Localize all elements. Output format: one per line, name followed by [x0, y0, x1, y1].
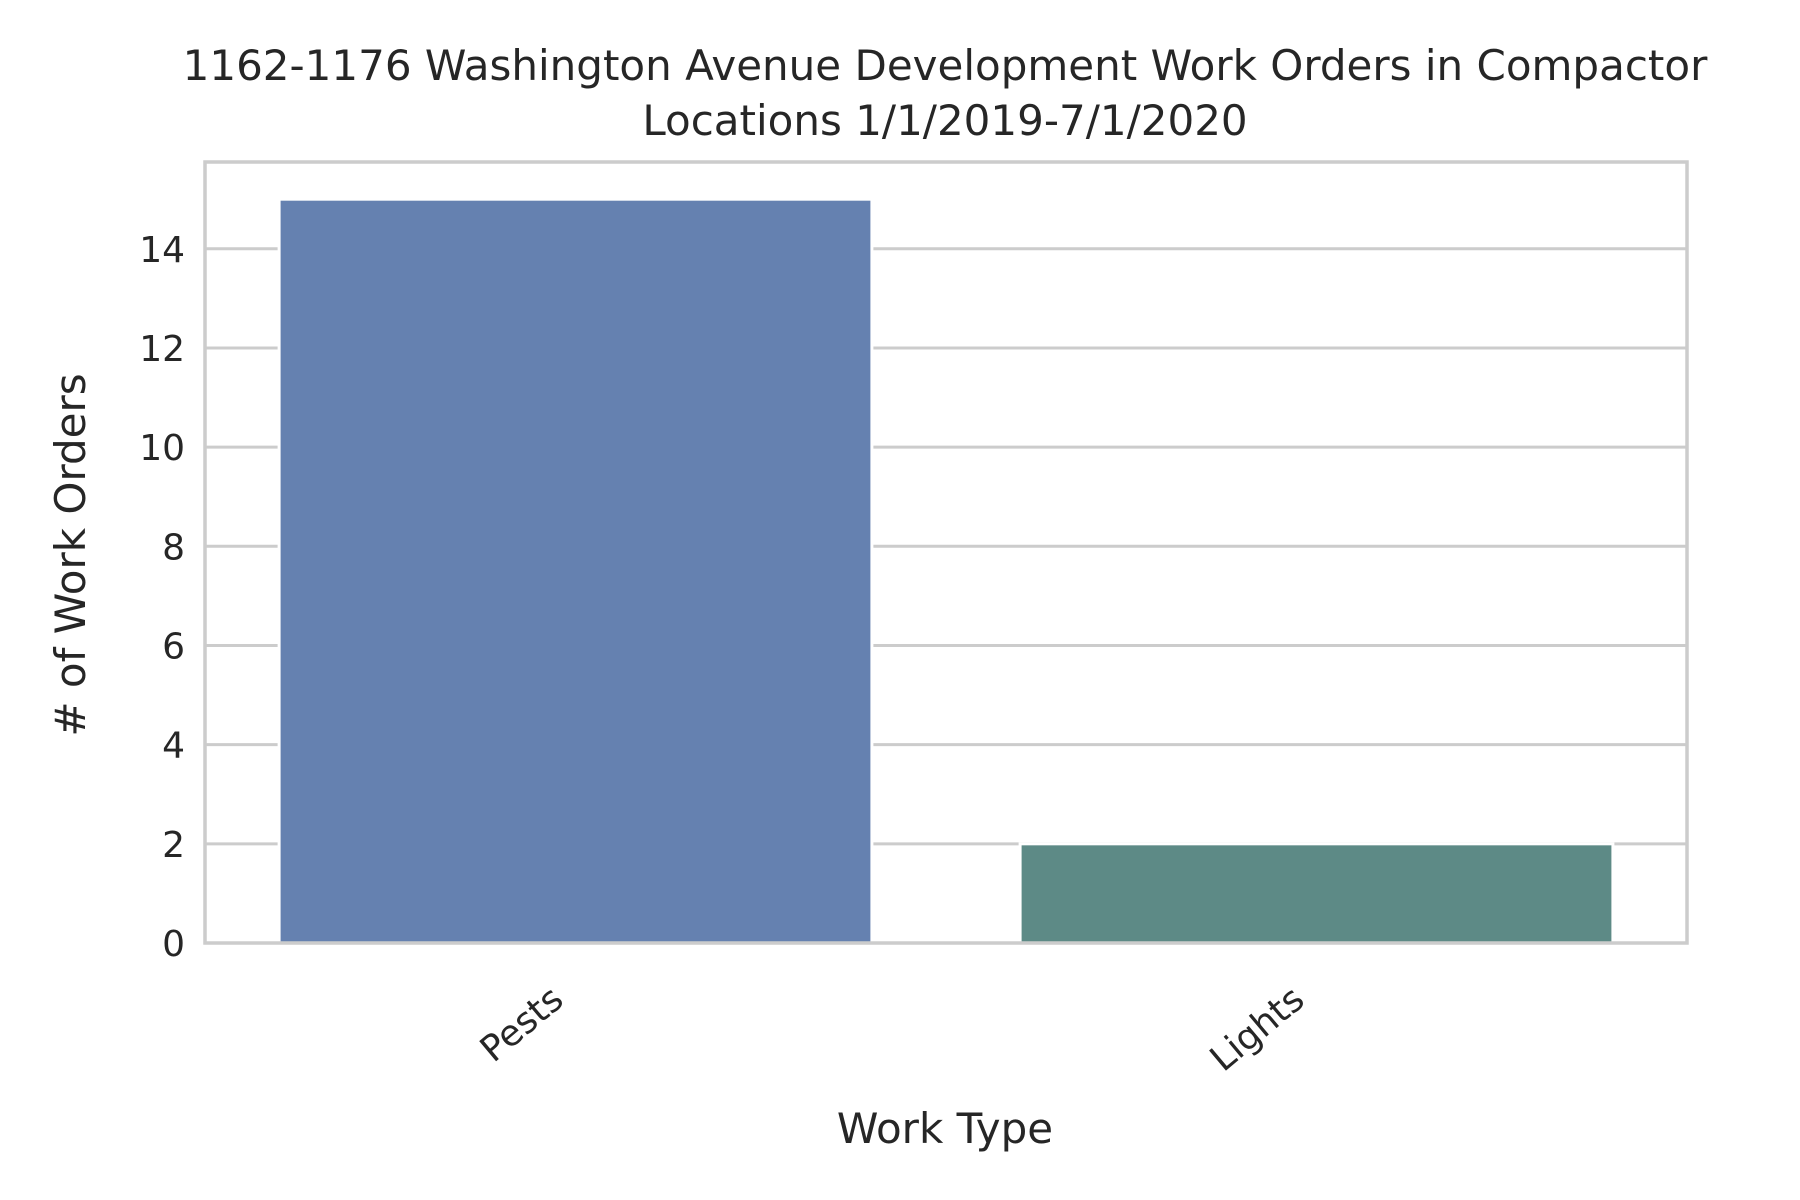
x-tick-label-pests: Pests: [473, 978, 572, 1070]
bar-pests: [277, 197, 874, 945]
bar-lights: [1018, 842, 1615, 945]
x-tick-labels: Pests Lights: [473, 978, 1313, 1079]
y-tick-label-0: 0: [162, 924, 185, 965]
x-tick-label-lights: Lights: [1203, 978, 1313, 1079]
bars: [277, 197, 1615, 945]
chart-title-line-1: 1162-1176 Washington Avenue Development …: [183, 41, 1708, 90]
y-tick-label-7: 14: [139, 230, 185, 271]
y-axis-label: # of Work Orders: [46, 373, 95, 736]
y-tick-label-4: 8: [162, 527, 185, 568]
x-axis-label: Work Type: [837, 1104, 1053, 1153]
y-tick-labels: 0 2 4 6 8 10 12 14: [139, 230, 185, 965]
y-tick-label-2: 4: [162, 726, 185, 767]
y-tick-label-6: 12: [139, 329, 185, 370]
y-tick-label-5: 10: [139, 428, 185, 469]
chart-title-line-2: Locations 1/1/2019-7/1/2020: [642, 96, 1247, 145]
y-tick-label-3: 6: [162, 626, 185, 667]
y-tick-label-1: 2: [162, 825, 185, 866]
plot-frame: [203, 160, 1689, 945]
